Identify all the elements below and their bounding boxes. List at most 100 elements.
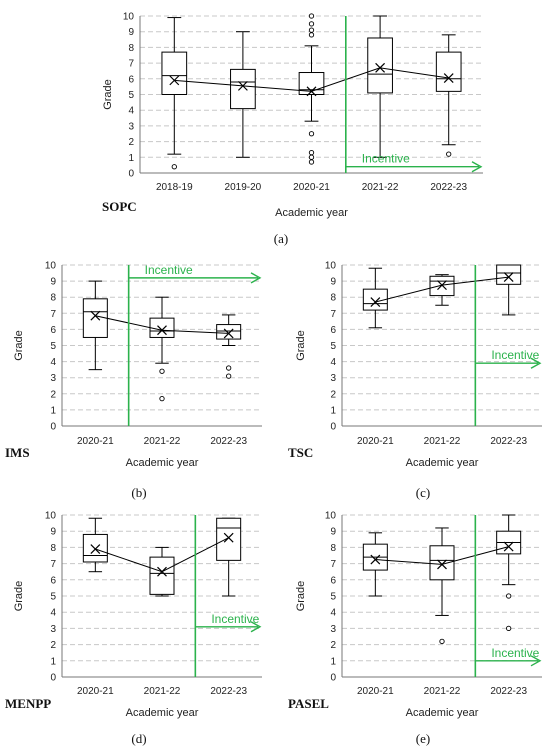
y-tick-label: 8: [330, 543, 336, 554]
y-axis-title: Grade: [102, 79, 114, 110]
box-iqr: [429, 545, 455, 581]
y-tick-label: 1: [330, 405, 336, 416]
y-tick-label: 1: [128, 153, 134, 164]
mean-marker: [370, 554, 381, 565]
box-2020-21: [82, 280, 108, 371]
outlier-point: [506, 593, 512, 599]
mean-marker: [157, 325, 167, 336]
y-tick-label: 4: [50, 357, 56, 368]
x-tick-label: 2021-22: [144, 686, 181, 697]
y-tick-label: 7: [128, 59, 134, 70]
incentive-arrow-head: [250, 272, 262, 284]
mean-marker: [443, 73, 454, 83]
y-tick-label: 0: [50, 422, 56, 433]
y-tick-label: 10: [325, 261, 337, 272]
x-tick-label: 2022-23: [210, 436, 247, 447]
x-axis-title: Academic year: [406, 707, 479, 719]
box-2021-22: [149, 546, 175, 597]
box-iqr: [82, 533, 108, 563]
box-2021-22: [367, 15, 393, 158]
y-tick-label: 1: [330, 656, 336, 667]
outlier-point: [226, 373, 232, 379]
panel-caption: (a): [274, 231, 288, 246]
y-axis-title: Grade: [13, 581, 25, 612]
mean-marker: [503, 272, 514, 282]
mean-marker: [306, 86, 317, 97]
box-iqr: [216, 324, 242, 340]
x-tick-label: 2018-19: [156, 182, 193, 193]
y-axis-title: Grade: [13, 330, 25, 361]
mean-marker: [375, 62, 386, 73]
x-tick-label: 2022-23: [490, 436, 527, 447]
x-axis-title: Academic year: [406, 457, 479, 469]
box-2020-21: [82, 517, 108, 573]
y-tick-label: 4: [50, 608, 56, 619]
box-iqr: [362, 288, 388, 311]
panel-name: PASEL: [288, 696, 329, 711]
x-tick-label: 2021-22: [424, 436, 461, 447]
y-tick-label: 9: [330, 277, 336, 288]
y-tick-label: 10: [325, 511, 337, 522]
mean-marker: [90, 544, 101, 554]
y-tick-label: 8: [50, 293, 56, 304]
outlier-point: [308, 154, 315, 160]
box-iqr: [216, 517, 242, 561]
y-tick-label: 8: [128, 43, 134, 54]
mean-marker: [90, 310, 101, 321]
y-tick-label: 0: [330, 422, 336, 433]
panel-caption: (e): [416, 731, 430, 746]
outlier-point: [308, 27, 315, 33]
outlier-point: [226, 365, 232, 371]
mean-marker: [370, 297, 381, 307]
y-tick-label: 3: [128, 121, 134, 132]
box-2020-21: [362, 267, 388, 329]
outlier-point: [159, 395, 165, 402]
outlier-point: [308, 32, 315, 38]
x-tick-label: 2020-21: [293, 182, 330, 193]
panel-caption: (d): [131, 731, 146, 746]
incentive-label: Incentive: [491, 646, 539, 660]
mean-marker: [157, 566, 167, 577]
y-tick-label: 3: [50, 373, 56, 384]
x-tick-label: 2021-22: [362, 182, 399, 193]
box-2022-23: [216, 517, 242, 597]
panel-name: SOPC: [102, 199, 137, 214]
box-iqr: [82, 298, 108, 338]
y-tick-label: 7: [50, 309, 56, 320]
outlier-point: [308, 13, 315, 19]
y-tick-label: 2: [50, 389, 56, 400]
incentive-arrow-head: [530, 357, 542, 369]
y-tick-label: 3: [330, 624, 336, 635]
outlier-point: [308, 21, 315, 27]
y-tick-label: 9: [330, 527, 336, 538]
y-tick-label: 2: [128, 137, 134, 148]
y-tick-label: 4: [330, 608, 336, 619]
panel-caption: (c): [416, 485, 430, 500]
panel-name: IMS: [5, 445, 30, 460]
x-tick-label: 2020-21: [357, 436, 394, 447]
mean-marker: [437, 280, 447, 291]
x-tick-label: 2019-20: [225, 182, 262, 193]
x-tick-label: 2022-23: [490, 686, 527, 697]
y-tick-label: 8: [330, 293, 336, 304]
box-2022-23: [496, 264, 522, 316]
y-tick-label: 0: [128, 169, 134, 180]
incentive-arrow-head: [250, 621, 262, 633]
y-tick-label: 10: [45, 261, 57, 272]
box-2021-22: [429, 527, 455, 645]
panel-name: TSC: [288, 445, 313, 460]
y-tick-label: 3: [50, 624, 56, 635]
box-2018-19: [161, 17, 188, 170]
box-iqr: [149, 317, 175, 338]
y-tick-label: 4: [128, 106, 134, 117]
outlier-point: [506, 625, 512, 632]
x-tick-label: 2021-22: [424, 686, 461, 697]
y-tick-label: 10: [123, 12, 135, 23]
box-iqr: [230, 68, 256, 110]
mean-marker: [223, 328, 234, 339]
mean-marker: [223, 532, 234, 543]
y-tick-label: 2: [330, 640, 336, 651]
x-axis-title: Academic year: [126, 707, 199, 719]
outlier-point: [159, 368, 165, 374]
